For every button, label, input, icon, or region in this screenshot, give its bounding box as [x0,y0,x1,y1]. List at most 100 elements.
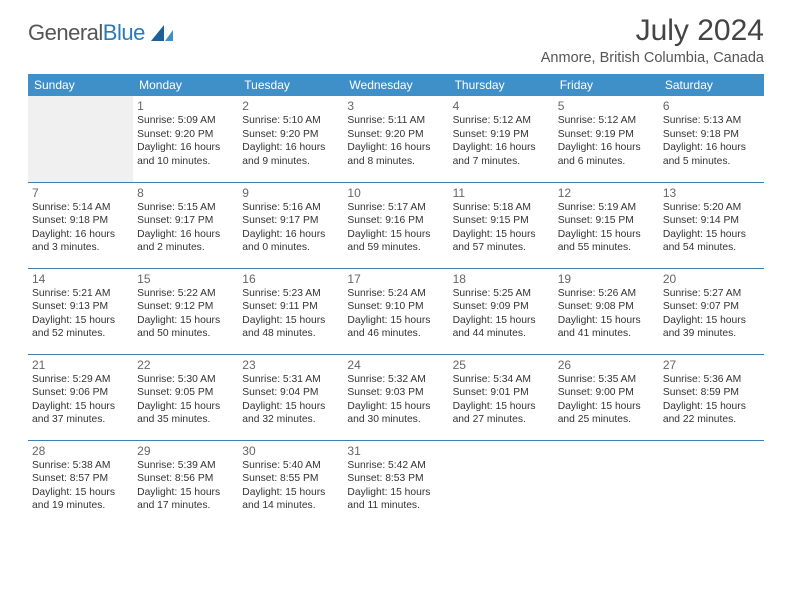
sunrise-line: Sunrise: 5:38 AM [32,459,129,473]
sunrise-line: Sunrise: 5:10 AM [242,114,339,128]
daylight-line: Daylight: 15 hours and 22 minutes. [663,400,760,427]
calendar-cell: 2Sunrise: 5:10 AMSunset: 9:20 PMDaylight… [238,96,343,182]
sunset-line: Sunset: 9:11 PM [242,300,339,314]
calendar-cell: 25Sunrise: 5:34 AMSunset: 9:01 PMDayligh… [449,354,554,440]
day-number: 25 [453,358,550,372]
sunset-line: Sunset: 9:14 PM [663,214,760,228]
day-number: 14 [32,272,129,286]
daylight-line: Daylight: 15 hours and 27 minutes. [453,400,550,427]
title-block: July 2024 Anmore, British Columbia, Cana… [541,14,764,66]
day-number: 24 [347,358,444,372]
sunrise-line: Sunrise: 5:35 AM [558,373,655,387]
sunset-line: Sunset: 9:00 PM [558,386,655,400]
calendar-cell [449,440,554,526]
day-number: 19 [558,272,655,286]
sunset-line: Sunset: 9:09 PM [453,300,550,314]
daylight-line: Daylight: 15 hours and 14 minutes. [242,486,339,513]
sunset-line: Sunset: 9:20 PM [137,128,234,142]
sunrise-line: Sunrise: 5:11 AM [347,114,444,128]
weekday-header: Tuesday [238,74,343,96]
daylight-line: Daylight: 15 hours and 48 minutes. [242,314,339,341]
weekday-header: Saturday [659,74,764,96]
day-number: 8 [137,186,234,200]
daylight-line: Daylight: 16 hours and 7 minutes. [453,141,550,168]
day-number: 11 [453,186,550,200]
sunrise-line: Sunrise: 5:34 AM [453,373,550,387]
daylight-line: Daylight: 16 hours and 5 minutes. [663,141,760,168]
sunset-line: Sunset: 9:16 PM [347,214,444,228]
sunrise-line: Sunrise: 5:23 AM [242,287,339,301]
sunset-line: Sunset: 9:04 PM [242,386,339,400]
sunset-line: Sunset: 9:20 PM [242,128,339,142]
calendar-cell: 20Sunrise: 5:27 AMSunset: 9:07 PMDayligh… [659,268,764,354]
calendar-cell: 7Sunrise: 5:14 AMSunset: 9:18 PMDaylight… [28,182,133,268]
daylight-line: Daylight: 15 hours and 39 minutes. [663,314,760,341]
day-number: 30 [242,444,339,458]
header: GeneralBlue July 2024 Anmore, British Co… [28,14,764,66]
day-number: 13 [663,186,760,200]
daylight-line: Daylight: 15 hours and 55 minutes. [558,228,655,255]
sunrise-line: Sunrise: 5:29 AM [32,373,129,387]
daylight-line: Daylight: 15 hours and 35 minutes. [137,400,234,427]
sunset-line: Sunset: 9:18 PM [663,128,760,142]
daylight-line: Daylight: 15 hours and 52 minutes. [32,314,129,341]
day-number: 15 [137,272,234,286]
sunrise-line: Sunrise: 5:22 AM [137,287,234,301]
sunset-line: Sunset: 9:17 PM [137,214,234,228]
sunrise-line: Sunrise: 5:32 AM [347,373,444,387]
calendar-cell: 18Sunrise: 5:25 AMSunset: 9:09 PMDayligh… [449,268,554,354]
day-number: 7 [32,186,129,200]
sunrise-line: Sunrise: 5:30 AM [137,373,234,387]
sunset-line: Sunset: 8:57 PM [32,472,129,486]
calendar-cell: 30Sunrise: 5:40 AMSunset: 8:55 PMDayligh… [238,440,343,526]
weekday-header: Wednesday [343,74,448,96]
sunset-line: Sunset: 9:01 PM [453,386,550,400]
calendar-cell: 6Sunrise: 5:13 AMSunset: 9:18 PMDaylight… [659,96,764,182]
day-number: 26 [558,358,655,372]
sunrise-line: Sunrise: 5:14 AM [32,201,129,215]
sunrise-line: Sunrise: 5:19 AM [558,201,655,215]
calendar-cell: 17Sunrise: 5:24 AMSunset: 9:10 PMDayligh… [343,268,448,354]
calendar-cell: 3Sunrise: 5:11 AMSunset: 9:20 PMDaylight… [343,96,448,182]
sunrise-line: Sunrise: 5:12 AM [453,114,550,128]
daylight-line: Daylight: 15 hours and 30 minutes. [347,400,444,427]
sunset-line: Sunset: 9:10 PM [347,300,444,314]
calendar-cell: 4Sunrise: 5:12 AMSunset: 9:19 PMDaylight… [449,96,554,182]
sunset-line: Sunset: 8:56 PM [137,472,234,486]
daylight-line: Daylight: 15 hours and 59 minutes. [347,228,444,255]
sunrise-line: Sunrise: 5:26 AM [558,287,655,301]
day-number: 22 [137,358,234,372]
daylight-line: Daylight: 16 hours and 0 minutes. [242,228,339,255]
daylight-line: Daylight: 16 hours and 8 minutes. [347,141,444,168]
sunset-line: Sunset: 9:13 PM [32,300,129,314]
calendar-cell: 10Sunrise: 5:17 AMSunset: 9:16 PMDayligh… [343,182,448,268]
day-number: 18 [453,272,550,286]
daylight-line: Daylight: 16 hours and 3 minutes. [32,228,129,255]
day-number: 17 [347,272,444,286]
weekday-header: Monday [133,74,238,96]
calendar-cell: 16Sunrise: 5:23 AMSunset: 9:11 PMDayligh… [238,268,343,354]
sunset-line: Sunset: 8:59 PM [663,386,760,400]
sunset-line: Sunset: 9:05 PM [137,386,234,400]
day-number: 2 [242,99,339,113]
day-number: 20 [663,272,760,286]
calendar-cell [28,96,133,182]
day-number: 10 [347,186,444,200]
sunset-line: Sunset: 9:18 PM [32,214,129,228]
calendar-cell: 21Sunrise: 5:29 AMSunset: 9:06 PMDayligh… [28,354,133,440]
weekday-header: Friday [554,74,659,96]
daylight-line: Daylight: 15 hours and 25 minutes. [558,400,655,427]
day-number: 31 [347,444,444,458]
sunset-line: Sunset: 9:07 PM [663,300,760,314]
calendar-row: 21Sunrise: 5:29 AMSunset: 9:06 PMDayligh… [28,354,764,440]
calendar-cell: 1Sunrise: 5:09 AMSunset: 9:20 PMDaylight… [133,96,238,182]
daylight-line: Daylight: 16 hours and 9 minutes. [242,141,339,168]
sunset-line: Sunset: 9:19 PM [453,128,550,142]
sunrise-line: Sunrise: 5:31 AM [242,373,339,387]
calendar-cell: 29Sunrise: 5:39 AMSunset: 8:56 PMDayligh… [133,440,238,526]
sunrise-line: Sunrise: 5:42 AM [347,459,444,473]
calendar-cell: 27Sunrise: 5:36 AMSunset: 8:59 PMDayligh… [659,354,764,440]
daylight-line: Daylight: 15 hours and 44 minutes. [453,314,550,341]
sunset-line: Sunset: 9:15 PM [453,214,550,228]
sunrise-line: Sunrise: 5:21 AM [32,287,129,301]
